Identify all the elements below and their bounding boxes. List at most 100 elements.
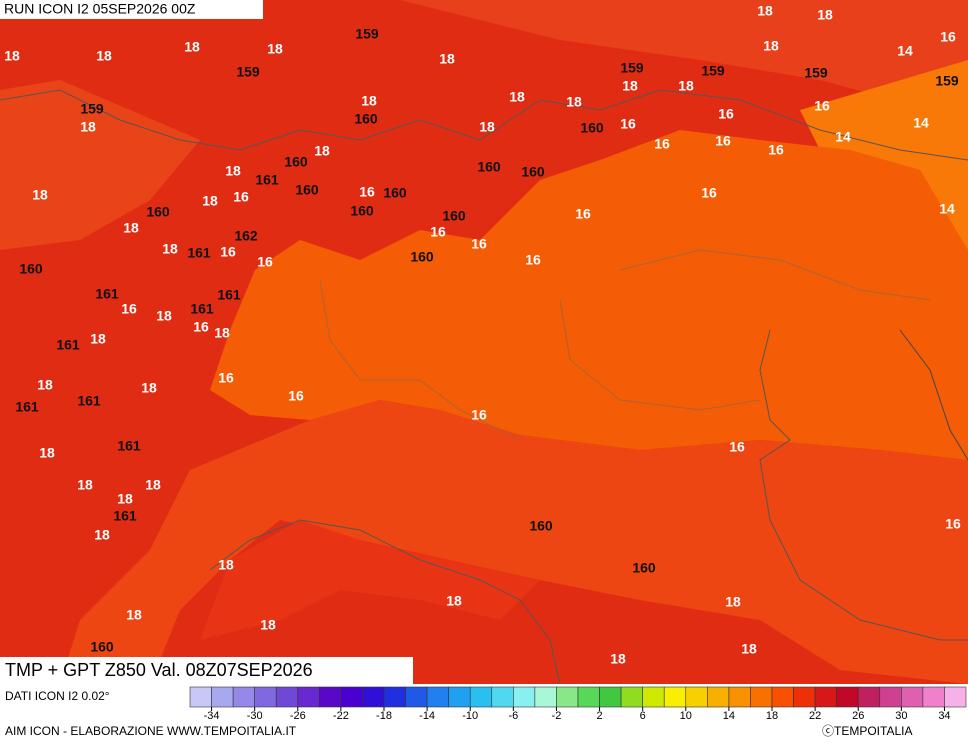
colorbar-swatch xyxy=(771,686,794,708)
contour-label: 16 xyxy=(233,189,249,205)
contour-label: 161 xyxy=(255,172,279,188)
contour-label: 18 xyxy=(184,39,200,55)
colorbar-swatch xyxy=(211,686,234,708)
colorbar-swatch xyxy=(297,686,320,708)
contour-label: 160 xyxy=(529,518,553,534)
colorbar-tick-label: -34 xyxy=(204,710,220,722)
contour-label: 16 xyxy=(729,439,745,455)
contour-label: 161 xyxy=(113,508,137,524)
contour-label: 18 xyxy=(725,594,741,610)
contour-label: 16 xyxy=(193,319,209,335)
contour-label: 159 xyxy=(701,63,725,79)
contour-label: 159 xyxy=(80,101,104,117)
map-background xyxy=(0,0,968,684)
contour-label: 18 xyxy=(77,477,93,493)
contour-label: 159 xyxy=(236,64,260,80)
colorbar-swatch xyxy=(426,686,449,708)
contour-label: 161 xyxy=(56,337,80,353)
contour-label: 160 xyxy=(284,154,308,170)
contour-label: 18 xyxy=(479,119,495,135)
contour-label: 16 xyxy=(940,29,956,45)
contour-label: 14 xyxy=(939,201,955,217)
borders xyxy=(0,89,968,685)
colorbar-tick-label: -22 xyxy=(333,710,349,722)
colorbar-tick-label: 30 xyxy=(895,710,907,722)
header-box xyxy=(0,0,263,19)
colorbar-tick-label: 18 xyxy=(766,710,778,722)
contour-label: 18 xyxy=(37,377,53,393)
colorbar-tick-label: 10 xyxy=(680,710,692,722)
colorbar-swatch xyxy=(642,686,665,708)
colorbar-swatch xyxy=(254,686,277,708)
colorbar-swatch xyxy=(448,686,471,708)
contour-label: 160 xyxy=(350,203,374,219)
colorbar-swatch xyxy=(750,686,773,708)
contour-label: 18 xyxy=(141,380,157,396)
contour-label: 160 xyxy=(19,261,43,277)
colorbar-tick-label: -26 xyxy=(290,710,306,722)
contour-label: 18 xyxy=(202,193,218,209)
colorbar: -34 -30 -26 -22 -18 -14 -10 -6 -2 2 6 10 14 18 22 26 30 3… xyxy=(189,686,967,722)
contour-label: 18 xyxy=(361,93,377,109)
colorbar-swatch xyxy=(901,686,924,708)
contour-label: 14 xyxy=(897,43,913,59)
contour-label: 159 xyxy=(620,60,644,76)
contour-label: 16 xyxy=(121,301,137,317)
colorbar-swatch xyxy=(707,686,730,708)
colorbar-swatch xyxy=(814,686,837,708)
contour-label: 161 xyxy=(77,393,101,409)
colorbar-swatch xyxy=(836,686,859,708)
contour-label: 18 xyxy=(39,445,55,461)
colorbar-swatch xyxy=(620,686,643,708)
contour-label: 18 xyxy=(90,331,106,347)
contour-label: 160 xyxy=(442,208,466,224)
colorbar-swatch xyxy=(319,686,342,708)
colorbar-tick-label: -30 xyxy=(247,710,263,722)
contour-label: 16 xyxy=(257,254,273,270)
contour-label: 159 xyxy=(935,73,959,89)
contour-label: 18 xyxy=(817,7,833,23)
colorbar-tick-label: -2 xyxy=(552,710,562,722)
contour-label: 18 xyxy=(96,48,112,64)
contour-label: 160 xyxy=(477,159,501,175)
contour-label: 18 xyxy=(763,38,779,54)
contour-label: 16 xyxy=(945,516,961,532)
contour-label: 14 xyxy=(835,129,851,145)
contour-label: 16 xyxy=(471,236,487,252)
contour-label: 16 xyxy=(654,136,670,152)
colorbar-swatch xyxy=(663,686,687,708)
contour-label: 18 xyxy=(32,187,48,203)
contour-label: 160 xyxy=(354,111,378,127)
colorbar-tick-label: 34 xyxy=(938,710,950,722)
contour-label: 18 xyxy=(439,51,455,67)
colorbar-tick-label: -14 xyxy=(419,710,435,722)
contour-label: 160 xyxy=(410,249,434,265)
contour-label: 16 xyxy=(471,407,487,423)
colorbar-swatch xyxy=(879,686,902,708)
colorbar-swatch xyxy=(577,686,600,708)
contour-label: 18 xyxy=(610,651,626,667)
contour-label: 161 xyxy=(15,399,39,415)
contour-label: 18 xyxy=(145,477,161,493)
contour-label: 160 xyxy=(521,164,545,180)
contour-label: 160 xyxy=(90,639,114,655)
contour-label: 161 xyxy=(190,301,214,317)
contour-label: 18 xyxy=(741,641,757,657)
colorbar-swatch xyxy=(491,686,514,708)
contour-label: 161 xyxy=(217,287,241,303)
colorbar-swatch xyxy=(275,686,299,708)
contour-label: 161 xyxy=(117,438,141,454)
colorbar-swatch xyxy=(534,686,557,708)
colorbar-tick-label: -10 xyxy=(462,710,478,722)
copyright-label: ⓒTEMPOITALIA xyxy=(822,724,912,738)
contour-label: 16 xyxy=(768,142,784,158)
contour-label: 18 xyxy=(94,527,110,543)
contour-label: 18 xyxy=(4,48,20,64)
colorbar-tick-label: 22 xyxy=(809,710,821,722)
contour-label: 16 xyxy=(718,106,734,122)
contour-label: 18 xyxy=(126,607,142,623)
title-box xyxy=(0,657,413,684)
colorbar-swatch xyxy=(189,686,212,708)
contour-label: 16 xyxy=(288,388,304,404)
